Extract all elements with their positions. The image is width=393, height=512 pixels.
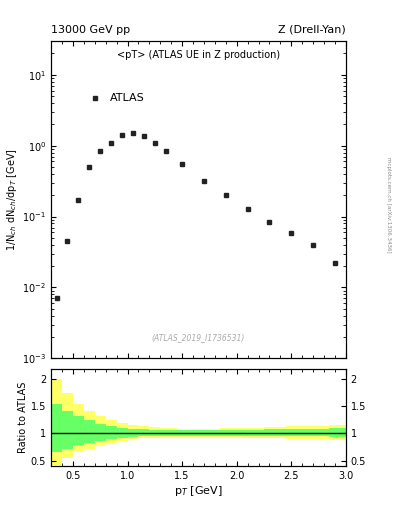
Text: 13000 GeV pp: 13000 GeV pp xyxy=(51,25,130,35)
Text: Z (Drell-Yan): Z (Drell-Yan) xyxy=(278,25,346,35)
Text: ATLAS: ATLAS xyxy=(110,93,145,103)
Text: mcplots.cern.ch [arXiv:1306.3436]: mcplots.cern.ch [arXiv:1306.3436] xyxy=(386,157,391,252)
Text: (ATLAS_2019_I1736531): (ATLAS_2019_I1736531) xyxy=(152,333,245,343)
Text: <pT> (ATLAS UE in Z production): <pT> (ATLAS UE in Z production) xyxy=(117,51,280,60)
X-axis label: p$_T$ [GeV]: p$_T$ [GeV] xyxy=(174,483,223,498)
Y-axis label: 1/N$_{ch}$ dN$_{ch}$/dp$_T$ [GeV]: 1/N$_{ch}$ dN$_{ch}$/dp$_T$ [GeV] xyxy=(6,148,20,251)
Y-axis label: Ratio to ATLAS: Ratio to ATLAS xyxy=(18,381,28,453)
